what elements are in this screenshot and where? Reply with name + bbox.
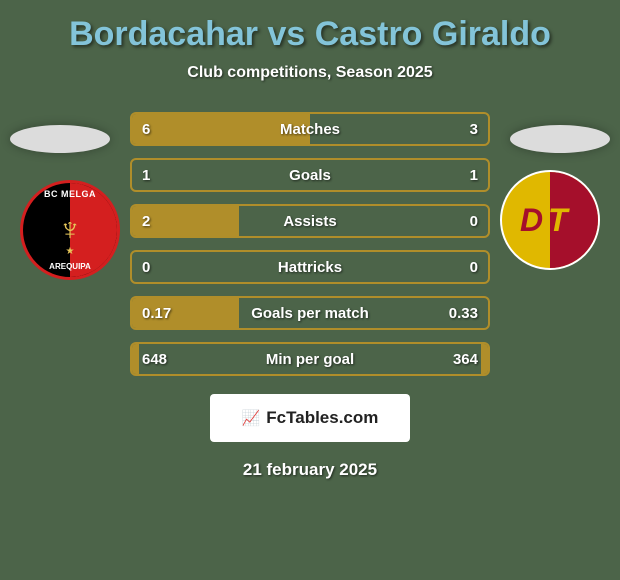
tolima-crest: D T xyxy=(500,170,600,270)
stat-label: Min per goal xyxy=(132,351,488,368)
star-icon: ★ xyxy=(23,246,117,257)
player-shadow-right xyxy=(510,125,610,153)
club-crest-left: BC MELGA ♆ ★ AREQUIPA xyxy=(20,180,120,280)
comparison-card: Bordacahar vs Castro Giraldo Club compet… xyxy=(0,0,620,580)
stat-row: 648364Min per goal xyxy=(130,342,490,376)
stat-row: 00Hattricks xyxy=(130,250,490,284)
chart-icon: 📈 xyxy=(242,409,261,427)
crest-bottom-text: AREQUIPA xyxy=(23,262,117,271)
crest-top-text: BC MELGA xyxy=(23,189,117,199)
crest-letter-t: T xyxy=(548,202,568,239)
stat-label: Matches xyxy=(132,121,488,138)
stats-container: 63Matches 11Goals 20Assists 00Hattricks 0.17… xyxy=(130,112,490,376)
page-title: Bordacahar vs Castro Giraldo xyxy=(0,15,620,54)
comparison-date: 21 february 2025 xyxy=(0,460,620,480)
lyre-icon: ♆ xyxy=(23,211,117,248)
stat-label: Goals xyxy=(132,167,488,184)
stat-label: Assists xyxy=(132,213,488,230)
stat-label: Goals per match xyxy=(132,305,488,322)
subtitle: Club competitions, Season 2025 xyxy=(0,64,620,82)
stat-row: 11Goals xyxy=(130,158,490,192)
stat-row: 63Matches xyxy=(130,112,490,146)
brand-label: FcTables.com xyxy=(266,408,378,428)
melgar-crest: BC MELGA ♆ ★ AREQUIPA xyxy=(20,180,120,280)
fctables-badge: 📈 FcTables.com xyxy=(210,394,410,442)
stat-row: 20Assists xyxy=(130,204,490,238)
stat-row: 0.170.33Goals per match xyxy=(130,296,490,330)
crest-letter-d: D xyxy=(520,202,543,239)
club-crest-right: D T xyxy=(500,170,600,270)
stat-label: Hattricks xyxy=(132,259,488,276)
player-shadow-left xyxy=(10,125,110,153)
